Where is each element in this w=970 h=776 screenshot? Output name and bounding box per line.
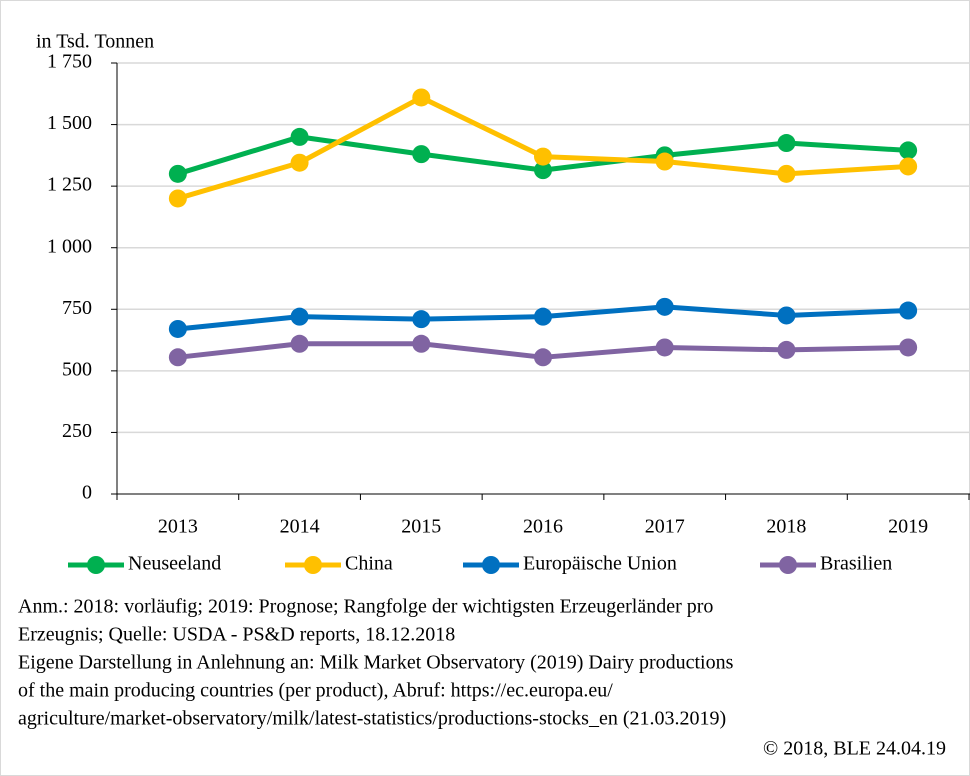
legend-label: Neuseeland — [128, 553, 221, 575]
point — [168, 164, 187, 183]
point — [290, 127, 309, 146]
note: of the main producing countries (per pro… — [18, 680, 613, 702]
note: Anm.: 2018: vorläufig; 2019: Prognose; R… — [18, 596, 713, 618]
x-tick-label: 2014 — [280, 516, 320, 538]
legend-marker — [304, 556, 322, 574]
point — [534, 147, 552, 166]
point — [655, 152, 674, 171]
x-tick-label: 2015 — [401, 516, 441, 538]
y-tick-label: 1 500 — [47, 112, 92, 134]
point — [168, 319, 187, 338]
point — [168, 348, 187, 367]
legend-label: Brasilien — [820, 553, 892, 575]
point — [168, 189, 187, 208]
note: agriculture/market-observatory/milk/late… — [18, 708, 726, 730]
legend-label: China — [345, 553, 393, 575]
point — [412, 310, 431, 329]
y-tick-label: 1 000 — [47, 235, 92, 257]
point — [899, 141, 918, 160]
point — [412, 145, 431, 164]
note: Eigene Darstellung in Anlehnung an: Milk… — [18, 652, 734, 674]
point — [777, 340, 796, 359]
point — [777, 306, 796, 325]
point — [534, 307, 552, 326]
point — [777, 134, 796, 153]
y-tick-label: 0 — [82, 482, 92, 504]
point — [777, 164, 796, 183]
x-tick-label: 2016 — [523, 516, 563, 538]
x-tick-label: 2018 — [766, 516, 806, 538]
y-tick-label: 500 — [62, 358, 92, 380]
y-tick-label: 750 — [62, 297, 92, 319]
point — [899, 157, 918, 176]
point — [899, 338, 918, 357]
point — [290, 334, 309, 353]
legend-marker — [779, 556, 797, 574]
x-tick-label: 2017 — [645, 516, 685, 538]
note: Erzeugnis; Quelle: USDA - PS&D reports, … — [18, 624, 455, 646]
point — [534, 348, 552, 367]
legend-label: Europäische Union — [523, 553, 677, 575]
legend-marker — [482, 556, 500, 574]
y-tick-label: 250 — [62, 420, 92, 442]
x-tick-label: 2019 — [888, 516, 928, 538]
point — [290, 307, 309, 326]
y-axis-title: in Tsd. Tonnen — [36, 31, 154, 53]
credit: © 2018, BLE 24.04.19 — [763, 738, 946, 760]
legend-marker — [87, 556, 105, 574]
y-tick-label: 1 250 — [47, 174, 92, 196]
point — [655, 338, 674, 357]
point — [412, 334, 431, 353]
point — [534, 161, 552, 180]
point — [655, 297, 674, 316]
point — [899, 301, 918, 320]
y-tick-label: 1 750 — [47, 51, 92, 73]
point — [412, 88, 431, 107]
point — [290, 153, 309, 172]
x-tick-label: 2013 — [158, 516, 198, 538]
